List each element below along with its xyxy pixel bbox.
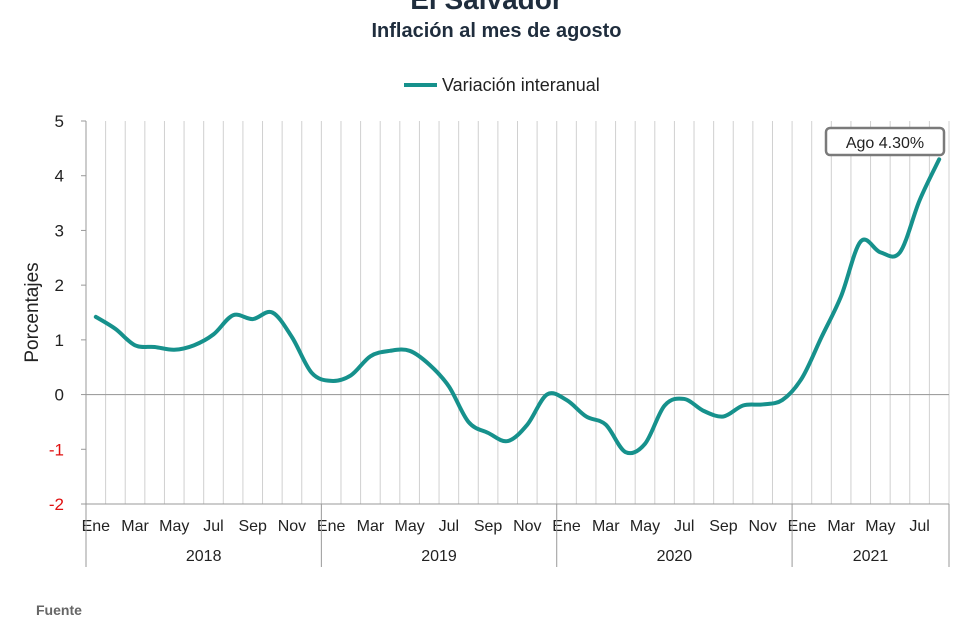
annotation-box [824,126,946,157]
y-tick-label: 2 [55,276,64,295]
x-tick-label: May [395,518,425,535]
axes: 5 4 3 2 1 0 -1 -2 Porcentajes Ene Mar May Jul Sep Nov E… [22,112,950,567]
x-tick-label: Jul [674,518,694,535]
x-tick-label: Mar [827,518,855,535]
x-tick-label: Sep [238,518,267,535]
chart-title: El Salvador [0,0,973,16]
year-label: 2020 [657,548,693,565]
year-label: 2021 [853,548,889,565]
series-line-variacion-interanual [93,157,942,456]
source-footer: Fuente [36,602,82,618]
x-tick-label: Mar [357,518,385,535]
x-tick-label: Sep [474,518,503,535]
chart-subtitle: Inflación al mes de agosto [371,20,622,42]
legend: Variación interanual [404,75,600,95]
x-tick-label: May [159,518,189,535]
grid [86,121,950,504]
x-tick-label: Ene [317,518,346,535]
x-tick-label: Ene [552,518,581,535]
x-tick-label: Jul [203,518,223,535]
legend-label: Variación interanual [442,75,600,95]
y-tick-label: 5 [55,112,64,131]
y-tick-label: -2 [49,495,64,514]
x-tick-label: May [865,518,895,535]
x-tick-label: Mar [592,518,620,535]
y-tick-label: -1 [49,440,64,459]
x-tick-label: Nov [513,518,541,535]
x-tick-label: Nov [748,518,776,535]
x-tick-label: Ene [788,518,817,535]
year-label: 2018 [186,548,222,565]
year-label: 2019 [421,548,457,565]
x-tick-label: Jul [439,518,459,535]
series-layer [93,157,942,456]
y-tick-label: 1 [55,331,64,350]
y-tick-label: 4 [55,167,64,186]
x-tick-label: Mar [121,518,149,535]
y-tick-label: 0 [55,386,64,405]
x-tick-label: Sep [709,518,738,535]
x-tick-label: May [630,518,660,535]
y-axis-label: Porcentajes [22,262,43,362]
annotation: Ago 4.30% [824,126,946,157]
y-tick-label: 3 [55,221,64,240]
x-tick-label: Nov [278,518,306,535]
x-tick-label: Ene [82,518,111,535]
x-tick-label: Jul [909,518,929,535]
annotation-text: Ago 4.30% [846,135,924,152]
